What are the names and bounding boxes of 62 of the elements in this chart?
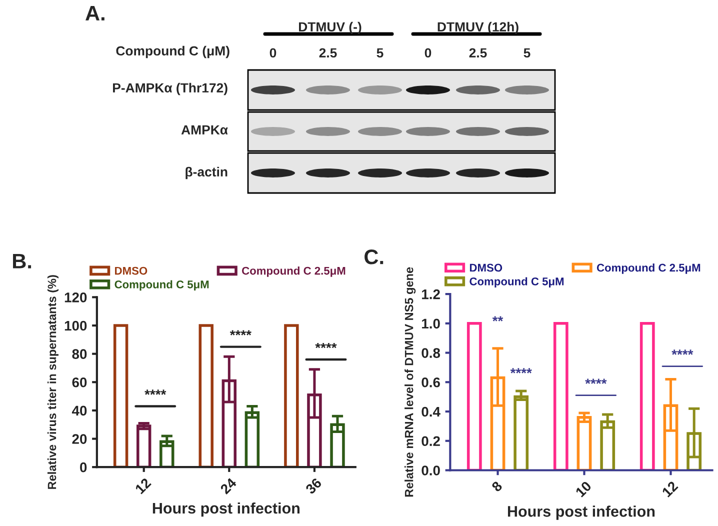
x-axis-title: Hours post infection bbox=[152, 502, 300, 517]
text: 2.5 bbox=[469, 48, 487, 58]
x-tick-label: 12 bbox=[134, 477, 152, 494]
bar bbox=[244, 411, 260, 468]
y-axis-title: Relative virus titer in supernatants (%) bbox=[47, 275, 58, 489]
text: 2.5 bbox=[319, 48, 337, 58]
annotation: **** bbox=[144, 390, 166, 395]
y-tick-label: 20 bbox=[72, 434, 87, 444]
y-tick-label: 0.6 bbox=[422, 377, 440, 388]
text: DTMUV (12h) bbox=[438, 22, 518, 34]
annotation: **** bbox=[315, 342, 337, 348]
bar bbox=[553, 322, 568, 470]
bar bbox=[514, 395, 529, 470]
text: 5 bbox=[376, 48, 384, 58]
annotation: **** bbox=[585, 378, 607, 384]
y-tick-label: 80 bbox=[72, 349, 87, 359]
y-tick-label: 120 bbox=[64, 292, 87, 302]
annotation: ** bbox=[492, 316, 504, 322]
y-tick-label: 0.0 bbox=[422, 466, 440, 476]
text: DTMUV (-) bbox=[299, 22, 362, 34]
y-tick-label: 100 bbox=[64, 320, 87, 331]
x-tick-label: 36 bbox=[304, 477, 322, 495]
text: A. bbox=[86, 6, 104, 20]
legend-label: Compound C 2.5μM bbox=[242, 266, 346, 277]
bar bbox=[198, 324, 214, 468]
bar bbox=[576, 416, 592, 470]
text: 0 bbox=[270, 48, 276, 58]
chart-title: B. bbox=[13, 254, 32, 268]
chart-title: C. bbox=[364, 250, 384, 264]
x-tick-label: 8 bbox=[491, 480, 503, 492]
bar bbox=[640, 322, 655, 470]
legend-label: DMSO bbox=[470, 264, 502, 272]
y-tick-label: 60 bbox=[72, 377, 87, 388]
legend-label: Compound C 5μM bbox=[114, 280, 209, 291]
text: P-AMPKα (Thr172) bbox=[113, 82, 228, 96]
legend-label: Compound C 2.5μM bbox=[596, 264, 700, 274]
y-axis-title: Relative mRNA level of DTMUV NS5 gene bbox=[404, 267, 416, 497]
y-tick-label: 40 bbox=[72, 406, 87, 416]
y-tick-label: 1.0 bbox=[422, 318, 440, 329]
y-tick-label: 0.4 bbox=[422, 406, 440, 417]
annotation: **** bbox=[230, 330, 252, 336]
bar bbox=[466, 322, 482, 470]
text: 5 bbox=[524, 48, 530, 58]
bar bbox=[160, 440, 174, 468]
annotation: **** bbox=[672, 350, 694, 355]
y-tick-label: 0 bbox=[80, 462, 87, 472]
text: AMPKα bbox=[181, 125, 228, 135]
y-tick-label: 0.8 bbox=[422, 348, 440, 358]
text: β-actin bbox=[186, 166, 228, 180]
y-tick-label: 1.2 bbox=[422, 289, 440, 300]
bar bbox=[113, 324, 128, 468]
x-tick-label: 12 bbox=[662, 480, 678, 498]
bar bbox=[136, 424, 152, 468]
bar bbox=[284, 324, 299, 468]
legend-label: DMSO bbox=[115, 266, 148, 275]
x-tick-label: 10 bbox=[575, 480, 592, 498]
y-tick-label: 0.2 bbox=[422, 436, 440, 446]
legend-label: Compound C 5μM bbox=[470, 277, 564, 288]
x-tick-label: 24 bbox=[220, 477, 238, 495]
text: Compound C (μM) bbox=[116, 46, 230, 58]
annotation: **** bbox=[510, 368, 532, 374]
x-axis-title: Hours post infection bbox=[508, 506, 655, 520]
